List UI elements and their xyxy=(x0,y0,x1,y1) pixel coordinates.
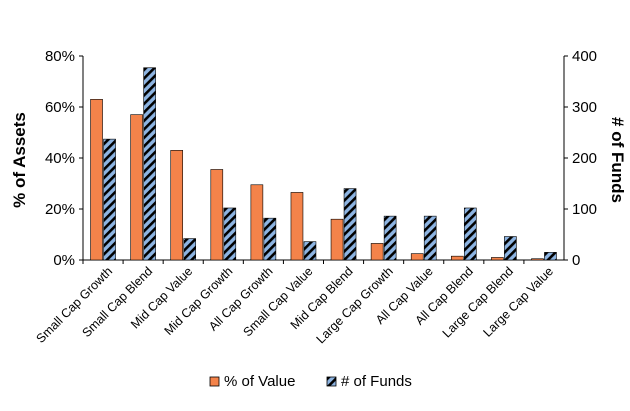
right-tick-label: 100 xyxy=(572,201,597,218)
left-axis-title: % of Assets xyxy=(10,112,29,208)
bar-value-7 xyxy=(370,243,384,261)
right-axis-ticks: 0 100 200 300 400 xyxy=(564,48,597,269)
category-label: Mid Cap Growth xyxy=(162,264,236,338)
bar-value-4 xyxy=(250,184,264,261)
left-axis-ticks: 0% 20% 40% 60% 80% xyxy=(45,48,83,269)
right-tick-label: 300 xyxy=(572,99,597,116)
bar-value-1 xyxy=(130,114,143,261)
right-tick-label: 400 xyxy=(572,48,597,65)
bar-funds-4 xyxy=(263,217,277,261)
category-label: Small Cap Growth xyxy=(34,264,116,346)
bar-funds-2 xyxy=(183,238,197,261)
bar-value-3 xyxy=(210,169,224,261)
right-tick-label: 200 xyxy=(572,150,597,167)
bar-funds-8 xyxy=(423,215,437,261)
bar-funds-3 xyxy=(223,207,237,261)
bar-funds-7 xyxy=(383,215,397,261)
bar-value-0 xyxy=(90,99,103,261)
bar-funds-1 xyxy=(143,67,156,261)
bar-funds-10 xyxy=(504,236,517,261)
legend-swatch-funds xyxy=(326,376,337,387)
bar-funds-11 xyxy=(544,252,557,261)
legend-swatch-value xyxy=(209,376,220,387)
category-label: Small Cap Value xyxy=(240,264,315,339)
bar-value-5 xyxy=(290,192,304,261)
category-label: Small Cap Blend xyxy=(80,264,156,340)
legend-label-funds: # of Funds xyxy=(341,373,412,390)
bar-funds-9 xyxy=(463,207,477,261)
left-tick-label: 20% xyxy=(45,201,75,218)
category-label: Large Cap Growth xyxy=(314,264,396,346)
category-label: Large Cap Value xyxy=(480,264,556,340)
bar-value-6 xyxy=(330,218,344,261)
bar-value-8 xyxy=(410,253,424,261)
left-tick-label: 0% xyxy=(53,252,75,269)
bar-funds-0 xyxy=(103,138,116,261)
category-label: Large Cap Blend xyxy=(440,264,516,340)
left-tick-label: 80% xyxy=(45,48,75,65)
bar-value-10 xyxy=(491,257,504,261)
bar-funds-6 xyxy=(343,188,357,261)
bar-value-11 xyxy=(531,258,544,261)
left-tick-label: 60% xyxy=(45,99,75,116)
bar-value-9 xyxy=(450,255,464,261)
bar-funds-5 xyxy=(303,241,317,261)
legend: % of Value # of Funds xyxy=(209,373,412,390)
bar-value-2 xyxy=(170,150,184,261)
right-tick-label: 0 xyxy=(572,252,580,269)
legend-label-value: % of Value xyxy=(224,373,295,390)
plot-area xyxy=(82,56,565,264)
right-axis-title: # of Funds xyxy=(608,117,627,203)
left-tick-label: 40% xyxy=(45,150,75,167)
